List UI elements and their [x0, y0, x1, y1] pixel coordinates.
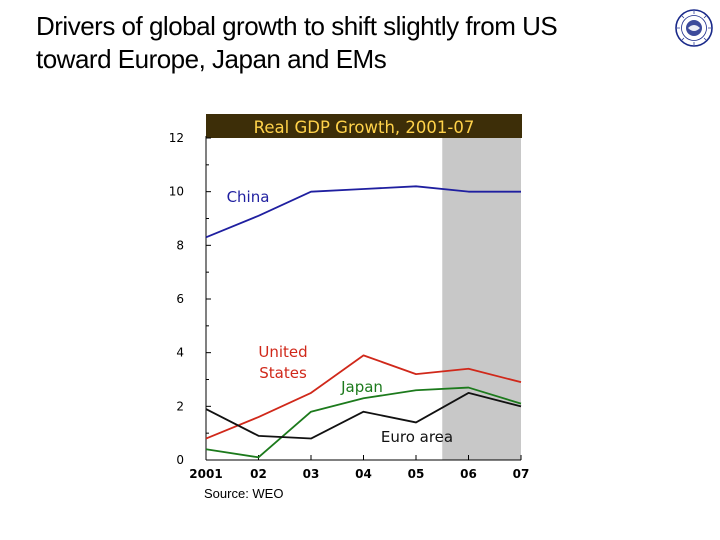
x-tick-label: 04	[355, 467, 372, 481]
forecast-shaded-region	[442, 138, 521, 460]
y-tick-label: 0	[176, 453, 184, 467]
y-tick-label: 8	[176, 238, 184, 252]
series-label-euro-area: Euro area	[381, 428, 453, 446]
y-tick-label: 6	[176, 292, 184, 306]
chart-title-banner	[206, 114, 522, 138]
source-note: Source: WEO	[204, 486, 284, 501]
series-label-us-line1: United	[258, 343, 307, 361]
series-label-japan: Japan	[340, 378, 383, 396]
series-line-china	[205, 185, 521, 239]
y-tick-label: 12	[169, 131, 184, 145]
x-tick-label: 2001	[189, 467, 222, 481]
x-tick-label: 06	[460, 467, 477, 481]
x-tick-label: 03	[303, 467, 320, 481]
series-line-us	[205, 354, 522, 440]
x-tick-label: 05	[408, 467, 425, 481]
series-line-euro	[205, 392, 522, 440]
series-label-us-line2: States	[259, 364, 307, 382]
slide-title: Drivers of global growth to shift slight…	[36, 10, 636, 76]
chart-title: Real GDP Growth, 2001-07	[254, 118, 475, 137]
series-lines	[205, 185, 522, 459]
y-axis: 0 2 4 6 8 10 12	[169, 131, 211, 467]
series-label-china: China	[227, 188, 270, 206]
title-line-2: toward Europe, Japan and EMs	[36, 44, 387, 74]
x-axis: 2001 02 03 04 05 06 07	[189, 455, 529, 481]
x-tick-label: 07	[513, 467, 530, 481]
y-tick-label: 4	[176, 346, 184, 360]
y-tick-label: 2	[176, 399, 184, 413]
title-line-1: Drivers of global growth to shift slight…	[36, 11, 558, 41]
x-tick-label: 02	[250, 467, 267, 481]
y-tick-label: 10	[169, 185, 184, 199]
imf-seal-logo	[675, 9, 713, 47]
series-line-japan	[205, 386, 522, 459]
